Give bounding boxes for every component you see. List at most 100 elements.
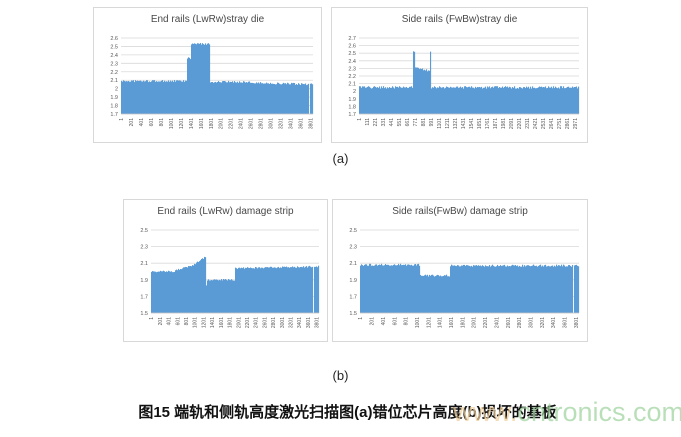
x-tick-label: 2601 (262, 317, 268, 328)
y-tick-label: 1.7 (349, 294, 357, 300)
x-tick-label: 1211 (445, 118, 451, 129)
y-tick-label: 1.9 (349, 278, 357, 284)
x-tick-label: 1981 (501, 118, 507, 129)
y-tick-label: 2.3 (110, 61, 118, 67)
x-tick-label: 3401 (551, 317, 557, 328)
x-tick-label: 1201 (201, 317, 207, 328)
x-tick-label: 1651 (477, 118, 483, 129)
x-tick-label: 1 (357, 118, 363, 121)
x-tick-label: 661 (405, 118, 411, 127)
x-tick-label: 2801 (259, 118, 265, 129)
x-tick-label: 2091 (509, 118, 515, 129)
y-tick-label: 1.5 (349, 311, 357, 317)
y-tick-label: 2.4 (110, 53, 118, 59)
x-tick-label: 1001 (415, 317, 421, 328)
area-series (360, 263, 580, 313)
y-tick-label: 2.6 (348, 44, 356, 50)
figure-label-a: (a) (332, 151, 349, 166)
x-tick-label: 1401 (438, 317, 444, 328)
x-tick-label: 881 (421, 118, 427, 127)
x-tick-label: 201 (370, 317, 376, 326)
y-tick-label: 2.3 (348, 66, 356, 72)
x-tick-label: 1801 (209, 118, 215, 129)
y-tick-label: 1.9 (140, 278, 148, 284)
x-tick-label: 2201 (229, 118, 235, 129)
y-tick-label: 1.7 (140, 294, 148, 300)
x-tick-label: 1401 (189, 118, 195, 129)
x-tick-label: 1541 (469, 118, 475, 129)
chart-title: End rails (LwRw) damage strip (157, 206, 294, 217)
x-tick-label: 601 (149, 118, 155, 127)
x-tick-label: 2801 (271, 317, 277, 328)
x-tick-label: 2401 (239, 118, 245, 129)
x-tick-label: 3801 (308, 118, 314, 129)
x-tick-label: 3001 (528, 317, 534, 328)
chart-plot: 1.51.71.92.12.32.51 201 401 601 801 1001 1201 1… (140, 228, 321, 328)
x-tick-label: 991 (429, 118, 435, 127)
x-tick-label: 1601 (449, 317, 455, 328)
x-tick-label: 201 (129, 118, 135, 127)
x-tick-label: 3601 (563, 317, 569, 328)
x-tick-label: 1201 (179, 118, 185, 129)
x-tick-label: 2801 (517, 317, 523, 328)
x-tick-label: 3401 (288, 118, 294, 129)
y-tick-label: 2.6 (110, 36, 118, 42)
area-series (121, 42, 314, 115)
x-tick-label: 331 (381, 118, 387, 127)
x-tick-label: 2001 (472, 317, 478, 328)
x-tick-label: 1101 (437, 118, 443, 129)
chart-plot: 1.71.81.922.12.22.32.42.52.61 201 401 601 80… (110, 36, 314, 129)
x-tick-label: 2401 (494, 317, 500, 328)
x-tick-label: 441 (389, 118, 395, 127)
x-tick-label: 2531 (541, 118, 547, 129)
chart-end-rails-stray-die: End rails (LwRw)stray die 1.7 1.8 1.9 2 2.1 2… (93, 7, 322, 143)
y-tick-label: 2.2 (110, 70, 118, 76)
y-tick-label: 2.5 (140, 228, 148, 234)
chart-end-rails-damage-strip: End rails (LwRw) damage strip 1.5 1.7 1.9 2… (123, 199, 328, 342)
x-tick-label: 2601 (506, 317, 512, 328)
x-tick-label: 401 (167, 317, 173, 326)
x-tick-label: 601 (392, 317, 398, 326)
x-tick-label: 1001 (193, 317, 199, 328)
y-tick-label: 1.7 (348, 112, 356, 118)
x-tick-label: 1601 (219, 317, 225, 328)
x-tick-label: 2971 (573, 118, 579, 129)
y-tick-label: 2.4 (348, 59, 356, 65)
y-tick-label: 2.5 (348, 51, 356, 57)
x-tick-label: 3201 (540, 317, 546, 328)
x-tick-label: 3601 (298, 118, 304, 129)
y-tick-label: 1.9 (348, 97, 356, 103)
x-tick-label: 2311 (525, 118, 531, 129)
area-series (151, 256, 320, 313)
x-tick-label: 601 (175, 317, 181, 326)
chart-plot: 1.51.71.92.12.32.51 201 401 601 801 1001 1201 1… (349, 228, 580, 328)
chart-side-rails-stray-die: Side rails (FwBw)stray die 1.7 1.8 1.9 2 2.1… (331, 7, 588, 143)
x-tick-label: 2641 (549, 118, 555, 129)
x-tick-label: 3001 (268, 118, 274, 129)
area-series (359, 51, 580, 114)
y-tick-label: 2.1 (348, 82, 356, 88)
chart-side-rails-damage-strip: Side rails(FwBw) damage strip 1.5 1.7 1.9 2… (332, 199, 588, 342)
x-tick-label: 801 (159, 118, 165, 127)
x-tick-label: 2201 (245, 317, 251, 328)
x-tick-label: 1001 (169, 118, 175, 129)
y-tick-label: 2.3 (140, 245, 148, 251)
x-tick-label: 3801 (315, 317, 321, 328)
x-tick-label: 801 (184, 317, 190, 326)
chart-title: Side rails(FwBw) damage strip (392, 206, 528, 217)
x-tick-label: 1 (149, 317, 155, 320)
y-tick-label: 2.5 (349, 228, 357, 234)
y-tick-label: 2.1 (349, 261, 357, 267)
x-tick-label: 401 (139, 118, 145, 127)
y-tick-label: 1.5 (140, 311, 148, 317)
figure-caption: 图15 端轨和侧轨高度激光扫描图(a)错位芯片高度(b)损坏的基板 (138, 404, 557, 421)
y-tick-label: 2 (353, 89, 356, 95)
x-tick-label: 2001 (219, 118, 225, 129)
y-tick-label: 2.2 (348, 74, 356, 80)
x-tick-label: 1761 (485, 118, 491, 129)
y-tick-label: 1.9 (110, 95, 118, 101)
chart-plot: 1.71.81.922.12.22.32.42.52.62.71 111 221 33… (348, 36, 580, 129)
figure-label-b: (b) (332, 368, 349, 383)
y-tick-label: 1.8 (348, 104, 356, 110)
